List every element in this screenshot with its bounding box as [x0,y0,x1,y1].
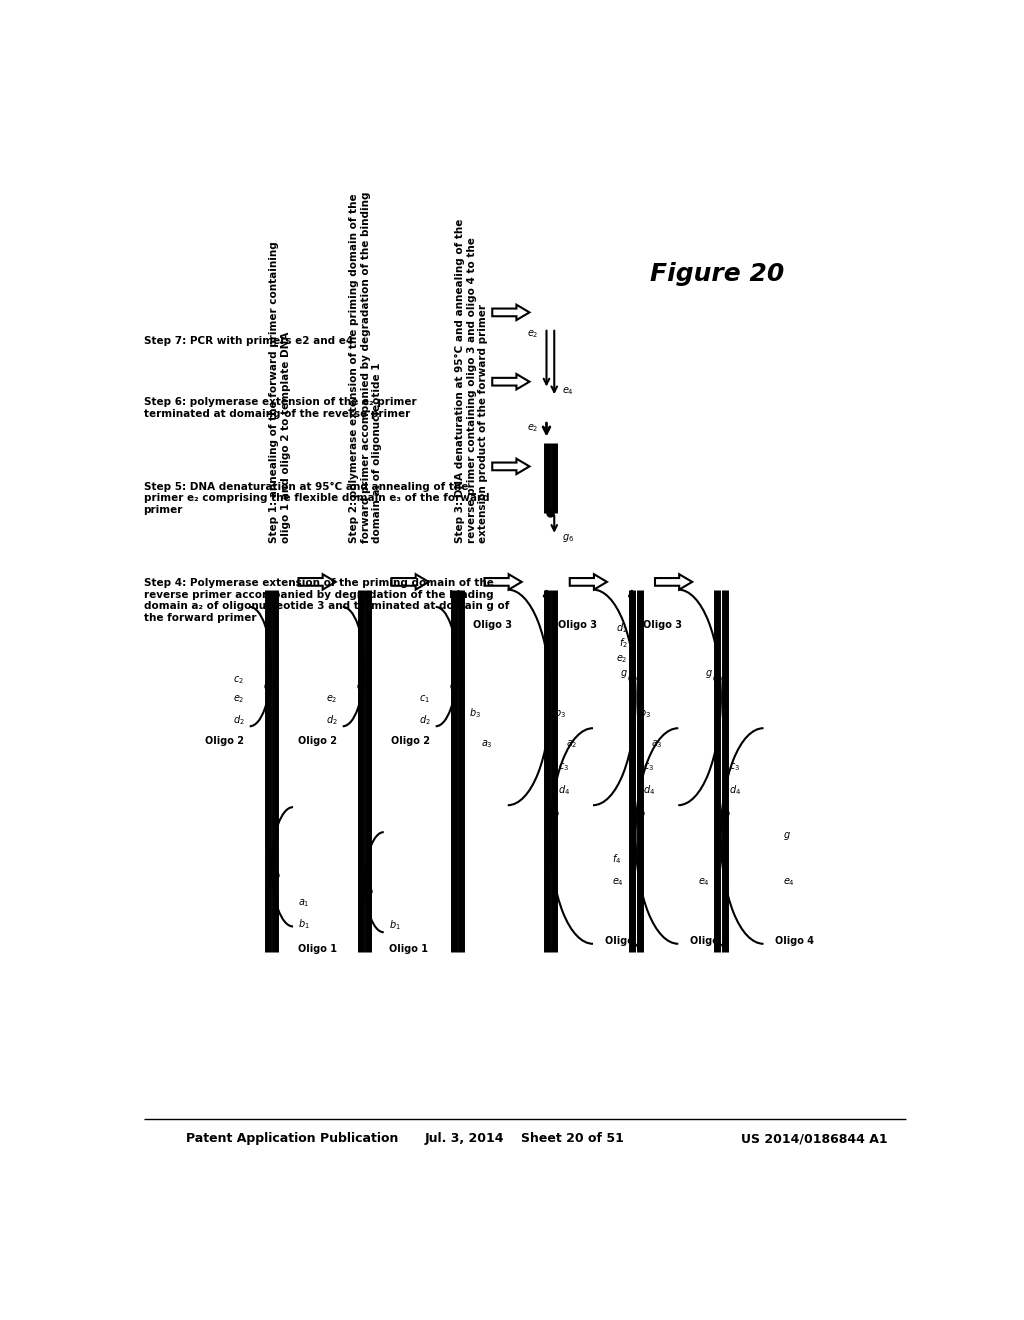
Text: $f_4$: $f_4$ [612,853,622,866]
Text: $a_2$: $a_2$ [566,738,578,750]
Text: Oligo 4: Oligo 4 [604,936,644,946]
Text: Step 7: PCR with primers e2 and e4: Step 7: PCR with primers e2 and e4 [143,335,352,346]
Text: $b_1$: $b_1$ [389,919,401,932]
Text: Step 3: DNA denaturation at 95°C and annealing of the
reverse primer containing : Step 3: DNA denaturation at 95°C and ann… [455,219,488,544]
Text: Oligo 2: Oligo 2 [391,737,430,746]
Text: $d_2$: $d_2$ [616,622,628,635]
FancyArrow shape [299,574,336,590]
Text: $e_2$: $e_2$ [326,693,337,705]
Text: $g$: $g$ [783,830,791,842]
Text: $e_2$: $e_2$ [527,422,539,434]
Text: $d_4$: $d_4$ [643,783,655,797]
Text: $e_4$: $e_4$ [783,876,795,888]
Text: Oligo 2: Oligo 2 [205,737,245,746]
Text: $a_1$: $a_1$ [299,898,310,909]
FancyArrow shape [493,459,529,474]
FancyArrow shape [493,305,529,321]
Text: US 2014/0186844 A1: US 2014/0186844 A1 [741,1133,888,1146]
Text: Oligo 4: Oligo 4 [690,936,729,946]
Text: $a_3$: $a_3$ [651,738,663,750]
Text: Oligo 1: Oligo 1 [299,944,338,954]
Text: $g$: $g$ [621,668,628,680]
Text: $d_4$: $d_4$ [558,783,570,797]
Text: Jul. 3, 2014    Sheet 20 of 51: Jul. 3, 2014 Sheet 20 of 51 [425,1133,625,1146]
Text: Patent Application Publication: Patent Application Publication [186,1133,398,1146]
Text: Step 6: polymerase extension of the e₂ primer
terminated at domaing of the rever: Step 6: polymerase extension of the e₂ p… [143,397,416,418]
Text: Oligo 2: Oligo 2 [298,737,337,746]
FancyArrow shape [391,574,429,590]
Text: $d_4$: $d_4$ [729,783,740,797]
Text: Oligo 3: Oligo 3 [473,620,512,631]
Text: Oligo 1: Oligo 1 [389,944,428,954]
Text: $c_3$: $c_3$ [729,760,739,772]
FancyArrow shape [484,574,521,590]
Text: $e_2$: $e_2$ [527,327,539,339]
Text: $b_3$: $b_3$ [469,706,480,719]
Text: Figure 20: Figure 20 [650,261,784,286]
Text: Oligo 4: Oligo 4 [775,936,814,946]
Text: $e_4$: $e_4$ [697,876,710,888]
Text: $c_3$: $c_3$ [558,760,569,772]
Text: Step 1: annealing of the forward primer containing
oligo 1 and oligo 2 to templa: Step 1: annealing of the forward primer … [269,242,291,544]
Text: Oligo 3: Oligo 3 [643,620,682,631]
Text: $c_3$: $c_3$ [643,760,654,772]
Text: $e_2$: $e_2$ [232,693,245,705]
Text: Step 4: Polymerase extension of the priming domain of the
reverse primer accompa: Step 4: Polymerase extension of the prim… [143,578,509,623]
Text: $d_2$: $d_2$ [232,713,245,726]
Text: $g$: $g$ [706,668,713,680]
Text: $a_3$: $a_3$ [480,738,493,750]
Text: $b_3$: $b_3$ [554,706,566,719]
Text: $b_1$: $b_1$ [299,917,310,931]
Text: $b_3$: $b_3$ [639,706,651,719]
Text: $g_6$: $g_6$ [562,532,574,544]
Text: $f_2$: $f_2$ [618,636,628,651]
FancyArrow shape [493,374,529,389]
Text: $d_2$: $d_2$ [326,713,337,726]
Text: $d_2$: $d_2$ [419,713,430,726]
Text: $c_2$: $c_2$ [233,675,245,686]
Text: $e_2$: $e_2$ [616,653,628,665]
Text: Step 2: polymerase extension of the priming domain of the
forward primer accompa: Step 2: polymerase extension of the prim… [349,191,382,544]
Text: $c_1$: $c_1$ [419,693,430,705]
Text: Oligo 3: Oligo 3 [558,620,597,631]
FancyArrow shape [655,574,692,590]
Text: $e_4$: $e_4$ [612,876,625,888]
Text: $e_4$: $e_4$ [562,385,574,397]
FancyArrow shape [569,574,607,590]
Text: Step 5: DNA denaturation at 95°C and annealing of the
primer e₂ comprising the f: Step 5: DNA denaturation at 95°C and ann… [143,482,489,515]
